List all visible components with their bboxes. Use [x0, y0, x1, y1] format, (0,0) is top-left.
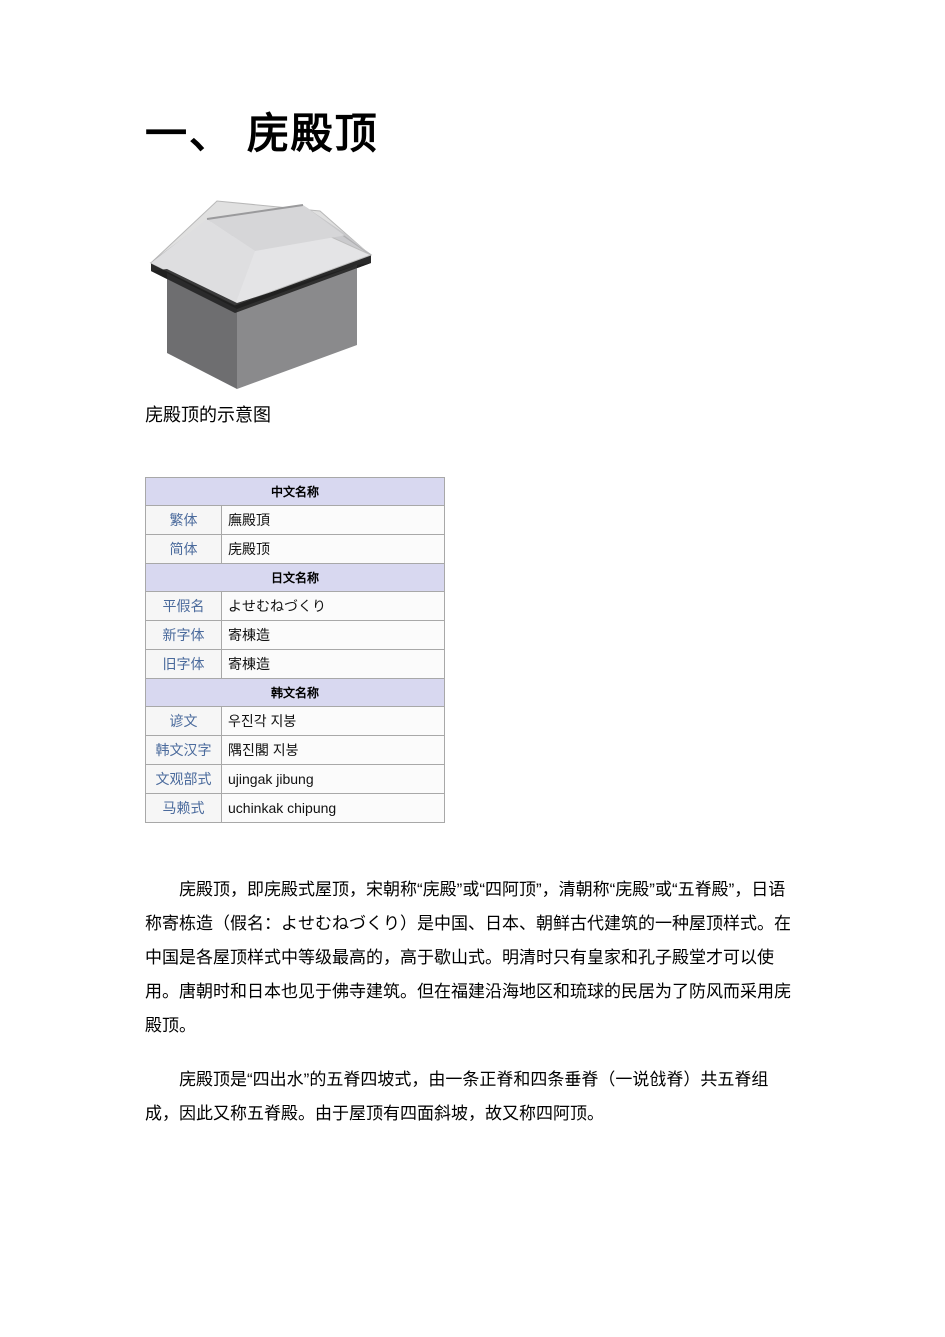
- paragraph-2: 庑殿顶是“四出水”的五脊四坡式，由一条正脊和四条垂脊（一说戗脊）共五脊组成，因此…: [145, 1063, 800, 1131]
- page-title: 一、 庑殿顶: [145, 100, 800, 161]
- cell-value: 寄棟造: [222, 650, 445, 679]
- cell-value: uchinkak chipung: [222, 794, 445, 823]
- table-row: 文观部式 ujingak jibung: [146, 765, 445, 794]
- cell-value: 우진각 지붕: [222, 707, 445, 736]
- cell-label: 韩文汉字: [146, 736, 222, 765]
- roof-diagram: [145, 181, 375, 391]
- cell-label: 平假名: [146, 592, 222, 621]
- cell-value: 庑殿顶: [222, 535, 445, 564]
- cell-label: 谚文: [146, 707, 222, 736]
- cell-value: 隅진閣 지붕: [222, 736, 445, 765]
- cell-value: よせむねづくり: [222, 592, 445, 621]
- names-table: 中文名称 繁体 廡殿頂 简体 庑殿顶 日文名称 平假名 よせむねづくり 新字体 …: [145, 477, 445, 823]
- cell-label: 旧字体: [146, 650, 222, 679]
- cell-label: 简体: [146, 535, 222, 564]
- cell-value: 寄棟造: [222, 621, 445, 650]
- table-row: 旧字体 寄棟造: [146, 650, 445, 679]
- paragraph-1: 庑殿顶，即庑殿式屋顶，宋朝称“庑殿”或“四阿顶”，清朝称“庑殿”或“五脊殿”，日…: [145, 873, 800, 1043]
- table-row: 马赖式 uchinkak chipung: [146, 794, 445, 823]
- body-text: 庑殿顶，即庑殿式屋顶，宋朝称“庑殿”或“四阿顶”，清朝称“庑殿”或“五脊殿”，日…: [145, 873, 800, 1131]
- section-head-korean: 韩文名称: [146, 679, 445, 707]
- cell-label: 文观部式: [146, 765, 222, 794]
- cell-value: 廡殿頂: [222, 506, 445, 535]
- table-row: 简体 庑殿顶: [146, 535, 445, 564]
- cell-label: 马赖式: [146, 794, 222, 823]
- table-row: 繁体 廡殿頂: [146, 506, 445, 535]
- cell-value: ujingak jibung: [222, 765, 445, 794]
- table-row: 平假名 よせむねづくり: [146, 592, 445, 621]
- table-row: 新字体 寄棟造: [146, 621, 445, 650]
- cell-label: 繁体: [146, 506, 222, 535]
- diagram-caption: 庑殿顶的示意图: [145, 401, 800, 427]
- house-svg: [145, 181, 375, 391]
- cell-label: 新字体: [146, 621, 222, 650]
- section-head-chinese: 中文名称: [146, 478, 445, 506]
- table-row: 谚文 우진각 지붕: [146, 707, 445, 736]
- table-row: 韩文汉字 隅진閣 지붕: [146, 736, 445, 765]
- section-head-japanese: 日文名称: [146, 564, 445, 592]
